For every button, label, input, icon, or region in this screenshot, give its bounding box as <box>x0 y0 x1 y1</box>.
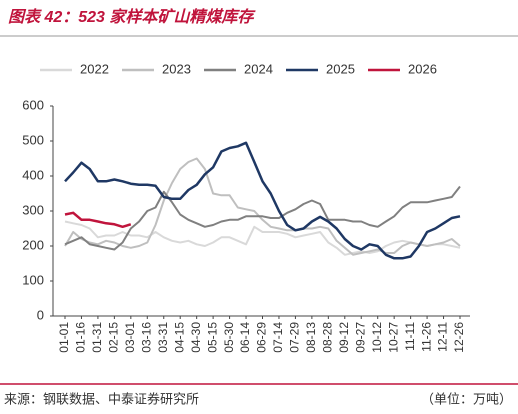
y-tick-label: 200 <box>22 237 44 252</box>
x-tick-label: 11-11 <box>403 322 417 351</box>
x-tick-label: 10-12 <box>370 322 384 353</box>
x-tick-label: 06-29 <box>255 322 269 353</box>
x-tick-label: 10-27 <box>386 322 400 353</box>
legend-label: 2026 <box>408 61 437 76</box>
x-tick-label: 12-11 <box>436 322 450 352</box>
x-tick-label: 02-15 <box>107 322 121 353</box>
unit: （单位：万吨） <box>421 391 512 406</box>
series-line <box>64 220 461 256</box>
x-tick-label: 07-29 <box>288 322 302 353</box>
y-tick-label: 500 <box>22 132 44 147</box>
x-tick-label: 01-31 <box>90 322 104 353</box>
series-line <box>64 157 461 256</box>
y-tick-label: 600 <box>22 97 44 112</box>
source: 来源：钢联数据、中泰证券研究所 <box>4 391 199 406</box>
series-line <box>64 211 132 229</box>
x-tick-label: 08-28 <box>321 322 335 353</box>
series-line <box>64 141 461 260</box>
series-line <box>64 185 461 251</box>
x-tick-label: 04-15 <box>172 322 186 353</box>
y-tick-label: 400 <box>22 167 44 182</box>
chart-title: 图表 42：523 家样本矿山精煤库存 <box>8 8 256 26</box>
x-tick-label: 06-14 <box>238 322 252 353</box>
legend-label: 2022 <box>80 61 109 76</box>
x-tick-label: 05-15 <box>205 322 219 353</box>
y-tick-label: 300 <box>22 202 44 217</box>
x-tick-label: 04-30 <box>189 322 203 353</box>
x-tick-label: 11-26 <box>419 322 433 352</box>
y-tick-label: 100 <box>22 272 44 287</box>
x-tick-label: 05-30 <box>222 322 236 353</box>
legend-label: 2024 <box>244 61 273 76</box>
x-tick-label: 07-14 <box>271 322 285 353</box>
legend-label: 2023 <box>162 61 191 76</box>
x-tick-label: 09-12 <box>337 322 351 353</box>
legend-label: 2025 <box>326 61 355 76</box>
x-tick-label: 03-31 <box>156 322 170 353</box>
x-tick-label: 03-01 <box>123 322 137 353</box>
x-tick-label: 01-01 <box>57 322 71 353</box>
x-tick-label: 03-16 <box>139 322 153 353</box>
y-tick-label: 0 <box>37 307 44 322</box>
x-tick-label: 12-26 <box>452 322 466 353</box>
x-tick-label: 09-27 <box>353 322 367 353</box>
x-tick-label: 01-16 <box>74 322 88 353</box>
x-tick-label: 08-13 <box>304 322 318 353</box>
